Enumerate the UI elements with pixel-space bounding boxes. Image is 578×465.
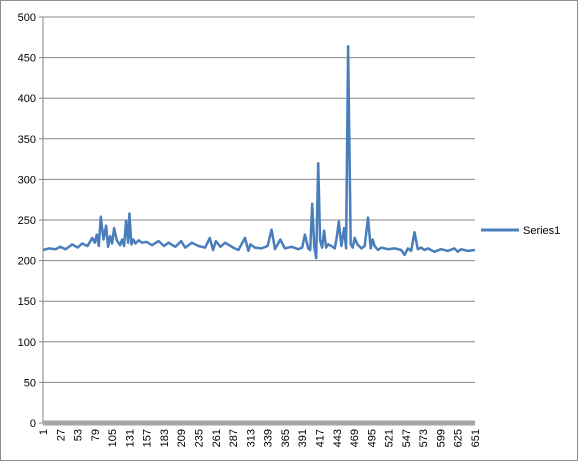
x-tick-label: 443 [332, 429, 344, 447]
x-tick-label: 1 [38, 429, 50, 435]
legend: Series1 [481, 225, 560, 237]
gridlines [43, 16, 475, 383]
x-tick-label: 625 [453, 429, 465, 447]
y-tick-label: 150 [18, 296, 36, 308]
series-line-series1 [42, 44, 476, 260]
y-tick-label: 100 [18, 337, 36, 349]
y-tick-label: 200 [18, 256, 36, 268]
x-tick-label: 183 [159, 429, 171, 447]
legend-label-series1: Series1 [523, 225, 560, 237]
axes [39, 16, 475, 426]
x-tick-labels: 1 27 53 79 105 131 157 183 209 235 261 287 313 339 365… [38, 429, 482, 447]
x-tick-label: 391 [297, 429, 309, 447]
x-tick-label: 53 [73, 429, 85, 441]
x-tick-label: 495 [366, 429, 378, 447]
y-tick-label: 50 [24, 377, 36, 389]
x-tick-label: 417 [314, 429, 326, 447]
x-tick-label: 105 [107, 429, 119, 447]
x-tick-label: 313 [245, 429, 257, 447]
y-tick-label: 500 [18, 12, 36, 24]
y-tick-label: 300 [18, 174, 36, 186]
series-layer [42, 44, 476, 260]
y-tick-label: 400 [18, 93, 36, 105]
y-tick-labels: 0 50 100 150 200 250 300 350 400 450 500 [18, 12, 36, 430]
y-tick-label: 250 [18, 215, 36, 227]
x-tick-label: 547 [401, 429, 413, 447]
x-tick-label: 79 [90, 429, 102, 441]
x-tick-label: 287 [228, 429, 240, 447]
x-tick-label: 339 [263, 429, 275, 447]
x-tick-label: 469 [349, 429, 361, 447]
y-tick-label: 450 [18, 53, 36, 65]
x-tick-label: 27 [55, 429, 67, 441]
x-tick-label: 365 [280, 429, 292, 447]
x-tick-label: 131 [124, 429, 136, 447]
x-tick-label: 261 [211, 429, 223, 447]
x-tick-label: 209 [176, 429, 188, 447]
x-tick-label: 599 [435, 429, 447, 447]
y-tick-label: 350 [18, 134, 36, 146]
x-tick-label: 521 [384, 429, 396, 447]
x-tick-label: 235 [194, 429, 206, 447]
x-tick-label: 157 [142, 429, 154, 447]
x-tick-label: 573 [418, 429, 430, 447]
x-tick-label: 651 [470, 429, 482, 447]
y-tick-label: 0 [30, 418, 36, 430]
